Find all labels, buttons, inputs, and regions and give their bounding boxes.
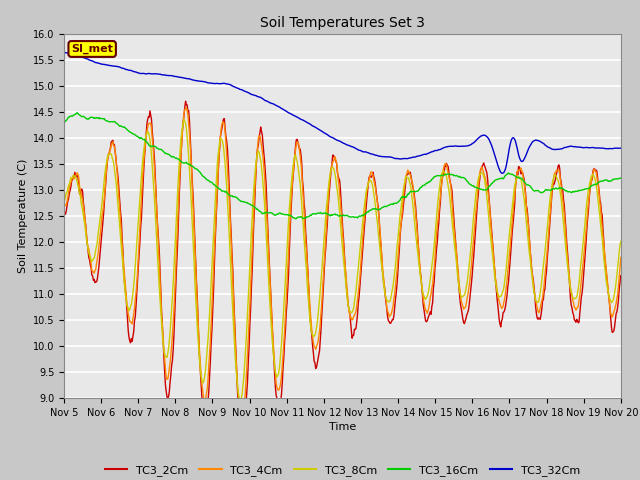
TC3_16Cm [70,112,78,118]
TC3_2Cm [214,172,222,178]
TC3_32Cm [61,50,69,56]
Line: TC3_8Cm: TC3_8Cm [64,120,621,400]
Text: SI_met: SI_met [71,44,113,54]
TC3_8Cm [617,239,625,244]
TC3_16Cm [60,120,68,126]
TC3_32Cm [60,50,68,56]
TC3_8Cm [70,173,78,179]
TC3_16Cm [214,185,222,191]
TC3_4Cm [185,121,193,127]
TC3_32Cm [128,68,136,74]
TC3_4Cm [412,210,419,216]
TC3_16Cm [292,216,300,222]
TC3_4Cm [237,416,245,421]
TC3_8Cm [127,301,135,307]
TC3_4Cm [428,285,436,291]
TC3_16Cm [128,131,136,136]
TC3_4Cm [127,319,135,325]
TC3_8Cm [412,230,419,236]
TC3_32Cm [71,52,79,58]
TC3_8Cm [185,154,193,160]
TC3_4Cm [617,254,625,260]
Title: Soil Temperatures Set 3: Soil Temperatures Set 3 [260,16,425,30]
X-axis label: Time: Time [329,422,356,432]
TC3_16Cm [617,175,625,181]
TC3_2Cm [185,108,193,113]
TC3_32Cm [411,154,419,160]
TC3_32Cm [617,145,625,151]
TC3_2Cm [182,98,189,104]
TC3_8Cm [180,117,188,122]
TC3_16Cm [412,189,419,194]
TC3_32Cm [428,149,435,155]
TC3_2Cm [428,303,436,309]
TC3_8Cm [60,197,68,203]
TC3_8Cm [214,152,222,158]
Line: TC3_32Cm: TC3_32Cm [64,53,621,173]
Line: TC3_2Cm: TC3_2Cm [64,101,621,437]
TC3_2Cm [238,434,246,440]
TC3_4Cm [60,202,68,208]
TC3_4Cm [182,105,190,110]
TC3_2Cm [60,207,68,213]
TC3_4Cm [70,176,78,181]
TC3_2Cm [70,173,78,179]
TC3_2Cm [617,273,625,278]
Y-axis label: Soil Temperature (C): Soil Temperature (C) [19,159,29,273]
Line: TC3_4Cm: TC3_4Cm [64,108,621,419]
TC3_32Cm [499,170,506,176]
TC3_4Cm [214,170,222,176]
Line: TC3_16Cm: TC3_16Cm [64,113,621,219]
TC3_16Cm [74,110,81,116]
TC3_2Cm [127,336,135,341]
TC3_2Cm [412,203,419,209]
TC3_32Cm [185,76,193,82]
TC3_8Cm [428,263,436,269]
TC3_16Cm [428,177,436,182]
TC3_8Cm [237,397,244,403]
Legend: TC3_2Cm, TC3_4Cm, TC3_8Cm, TC3_16Cm, TC3_32Cm: TC3_2Cm, TC3_4Cm, TC3_8Cm, TC3_16Cm, TC3… [100,461,584,480]
TC3_16Cm [185,161,193,167]
TC3_32Cm [214,81,222,86]
